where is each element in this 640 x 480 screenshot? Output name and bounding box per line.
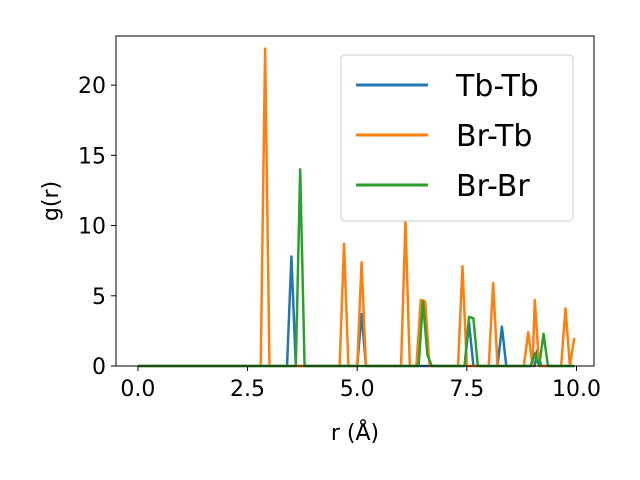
x-tick-label: 0.0: [120, 377, 155, 402]
plot-frame: [115, 35, 595, 367]
series-line-br-tb: [137, 47, 576, 368]
legend-label-tb-tb: Tb-Tb: [455, 69, 539, 104]
y-tick-label: 5: [92, 285, 106, 310]
x-tick-label: 5.0: [340, 377, 375, 402]
y-tick-label: 10: [78, 215, 106, 240]
x-axis: 0.0 2.5 5.0 7.5 10.0: [120, 366, 601, 402]
x-axis-label: r (Å): [331, 419, 379, 446]
legend-label-br-br: Br-Br: [456, 169, 530, 204]
y-axis: 0 5 10 15 20: [78, 74, 116, 380]
legend: Tb-Tb Br-Tb Br-Br: [340, 54, 574, 222]
y-tick-label: 20: [78, 74, 106, 99]
series-line-br-br: [137, 168, 575, 368]
y-tick-label: 0: [92, 355, 106, 380]
x-tick-label: 7.5: [449, 377, 484, 402]
series-layer: [137, 47, 576, 368]
y-axis-label: g(r): [39, 181, 64, 221]
legend-label-br-tb: Br-Tb: [456, 119, 532, 154]
legend-box: [340, 54, 574, 222]
x-tick-label: 2.5: [230, 377, 265, 402]
y-tick-label: 15: [78, 144, 106, 169]
x-tick-label: 10.0: [552, 377, 601, 402]
